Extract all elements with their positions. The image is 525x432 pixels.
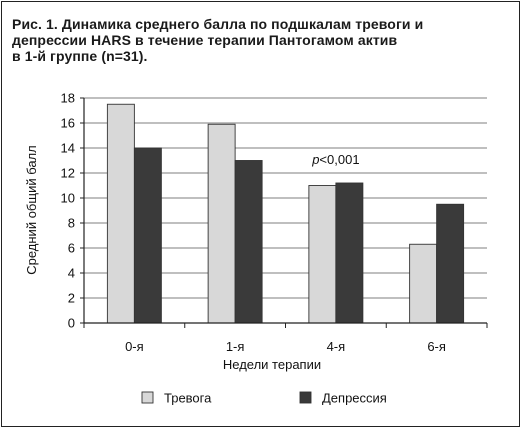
x-axis-label: Недели терапии	[223, 357, 321, 372]
y-tick-label: 6	[68, 241, 75, 256]
y-tick-label: 4	[68, 266, 75, 281]
y-tick-labels: 0 2 4 6 8 10 12 14 16 18	[61, 91, 75, 331]
bar-depression-0	[133, 147, 162, 324]
y-tick-label: 0	[68, 316, 75, 331]
y-axis-label: Средний общий балл	[24, 145, 39, 275]
legend-label-0: Тревога	[164, 391, 212, 406]
bar-anxiety-3	[409, 243, 438, 324]
x-tick-label: 0-я	[125, 339, 144, 354]
x-tick-labels: 0-я 1-я 4-я 6-я	[125, 339, 446, 354]
bar-depression-2	[335, 182, 364, 324]
y-tick-label: 18	[61, 91, 75, 106]
y-tick-label: 2	[68, 291, 75, 306]
bar-depression-1	[234, 160, 263, 324]
caption-line-1: Рис. 1. Динамика среднего балла по подшк…	[12, 16, 424, 32]
caption-line-2: депрессии HARS в течение терапии Пантога…	[12, 32, 398, 48]
x-tick-label: 1-я	[226, 339, 245, 354]
x-tick-label: 6-я	[427, 339, 446, 354]
p-value-text: <0,001	[319, 152, 359, 167]
legend-label-1: Депрессия	[322, 391, 387, 406]
y-tick-label: 16	[61, 116, 75, 131]
x-tick-label: 4-я	[327, 339, 346, 354]
legend-swatch-0	[141, 391, 154, 404]
bar-depression-3	[436, 203, 465, 324]
caption-line-3: в 1-й группе (n=31).	[12, 48, 148, 64]
p-value-annotation: p<0,001	[311, 152, 359, 167]
y-tick-label: 10	[61, 191, 75, 206]
axes	[83, 98, 488, 328]
legend-swatch-1	[299, 391, 312, 404]
y-tick-label: 8	[68, 216, 75, 231]
figure-caption: Рис. 1. Динамика среднего балла по подшк…	[12, 16, 492, 64]
y-tick-label: 12	[61, 166, 75, 181]
bar-anxiety-2	[308, 185, 337, 324]
p-value-letter: p	[311, 152, 319, 167]
y-tick-label: 14	[61, 141, 75, 156]
bar-anxiety-1	[207, 123, 236, 324]
legend: Тревога Депрессия	[141, 391, 387, 406]
bar-anxiety-0	[106, 103, 135, 324]
bars	[106, 103, 465, 324]
